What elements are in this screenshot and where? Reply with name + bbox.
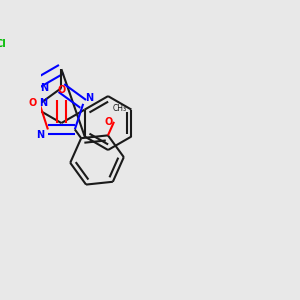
Text: N: N <box>39 98 47 108</box>
Text: N: N <box>85 92 93 103</box>
Text: O: O <box>104 117 112 127</box>
Text: O: O <box>28 98 36 107</box>
Text: CH₃: CH₃ <box>113 104 127 113</box>
Text: Cl: Cl <box>0 39 6 49</box>
Text: N: N <box>37 130 45 140</box>
Text: N: N <box>40 83 48 93</box>
Text: O: O <box>57 85 65 95</box>
